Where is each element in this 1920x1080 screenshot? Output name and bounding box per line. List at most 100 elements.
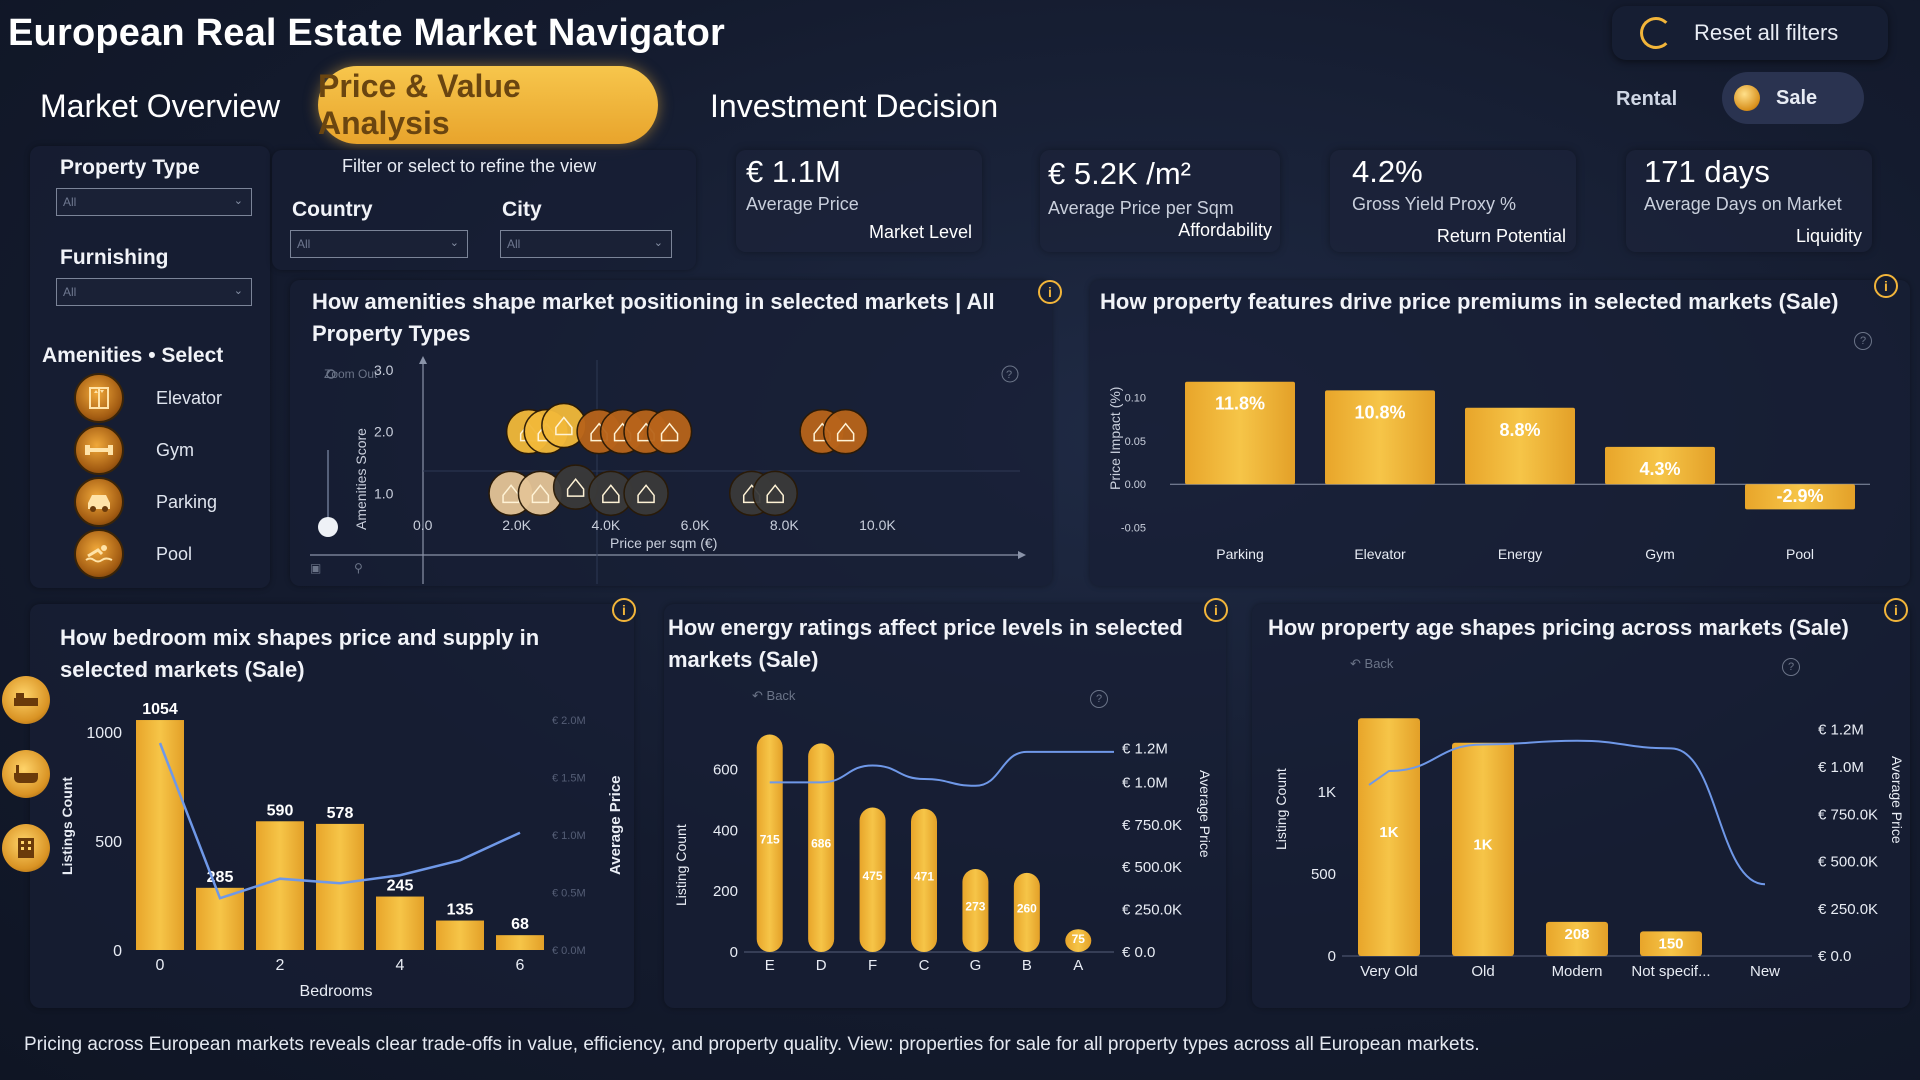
tab-investment-decision[interactable]: Investment Decision bbox=[710, 88, 999, 124]
data-label: 1K bbox=[1379, 824, 1398, 841]
house-icon bbox=[836, 422, 855, 442]
x-tick-label: Energy bbox=[1498, 546, 1542, 562]
amenities-scatter-chart[interactable]: Zoom Out ? ▣ ⚲ 0.0 2.0K 4.0K 6.0K 8.0K 10.0K 1… bbox=[290, 350, 1052, 586]
y2-tick-label: € 0.5M bbox=[552, 888, 586, 900]
scatter-point bbox=[822, 408, 869, 455]
furnishing-label: Furnishing bbox=[60, 246, 169, 269]
bar bbox=[496, 935, 544, 950]
x-tick-label: D bbox=[816, 957, 827, 974]
y-tick-label: 0.05 bbox=[1125, 436, 1146, 448]
location-filter-panel: Filter or select to refine the view Coun… bbox=[272, 150, 696, 270]
data-label: 75 bbox=[1072, 932, 1086, 946]
kpi-card-days-on-market: 171 days Average Days on Market Liquidit… bbox=[1626, 150, 1872, 252]
building-icon[interactable] bbox=[2, 824, 50, 872]
x-tick-label: Modern bbox=[1552, 963, 1603, 980]
data-label: 208 bbox=[1564, 926, 1589, 943]
info-icon[interactable]: i bbox=[1874, 274, 1898, 298]
property-type-dropdown[interactable]: All ⌄ bbox=[56, 188, 252, 216]
bar bbox=[1640, 931, 1702, 956]
amenity-item-gym[interactable]: Gym bbox=[74, 424, 222, 476]
y-tick-label: 200 bbox=[713, 883, 738, 900]
info-icon[interactable]: i bbox=[1204, 598, 1228, 622]
chevron-down-icon: ⌄ bbox=[653, 237, 663, 249]
x-tick-label: E bbox=[765, 957, 775, 974]
kpi-value: 4.2% bbox=[1352, 154, 1423, 189]
energy-rating-chart[interactable]: 0 200 400 600 € 0.0 € 250.0K € 500.0K € 750.0K €… bbox=[664, 710, 1226, 1008]
features-premium-chart[interactable]: 0.10 0.05 0.00 -0.05 Price Impact (%) 11.8% Pa… bbox=[1090, 350, 1910, 586]
data-label: -2.9% bbox=[1776, 486, 1823, 506]
help-icon[interactable]: ? bbox=[1090, 690, 1108, 708]
property-age-chart[interactable]: 0 500 1K € 0.0 € 250.0K € 500.0K € 750.0K € 1.0… bbox=[1252, 680, 1910, 1008]
bar bbox=[136, 720, 184, 950]
data-label: 8.8% bbox=[1499, 420, 1540, 440]
x-tick-label: G bbox=[970, 957, 982, 974]
amenity-item-pool[interactable]: Pool bbox=[74, 528, 222, 580]
bath-icon[interactable] bbox=[2, 750, 50, 798]
chevron-down-icon: ⌄ bbox=[233, 285, 243, 297]
scatter-point bbox=[752, 470, 798, 517]
reset-icon bbox=[1640, 17, 1672, 49]
amenity-item-parking[interactable]: Parking bbox=[74, 476, 222, 528]
data-label: 245 bbox=[387, 878, 414, 895]
kpi-label: Gross Yield Proxy % bbox=[1352, 194, 1517, 214]
y2-axis-label: Average Price bbox=[607, 775, 624, 875]
furnishing-value: All bbox=[63, 285, 77, 299]
pin-icon: ⚲ bbox=[354, 561, 363, 575]
furnishing-dropdown[interactable]: All ⌄ bbox=[56, 278, 252, 306]
info-icon[interactable]: i bbox=[1884, 598, 1908, 622]
back-button[interactable]: ↶ Back bbox=[1350, 656, 1393, 672]
data-label: 68 bbox=[511, 916, 529, 933]
average-price-line bbox=[769, 750, 1114, 787]
y-tick-label: 500 bbox=[1311, 866, 1336, 883]
y2-tick-label: € 1.5M bbox=[552, 773, 586, 785]
x-tick-label: A bbox=[1073, 957, 1083, 974]
x-tick-label: Parking bbox=[1216, 546, 1263, 562]
bar bbox=[1013, 872, 1040, 952]
back-label: Back bbox=[1364, 656, 1394, 671]
y2-tick-label: € 0.0 bbox=[1122, 944, 1155, 961]
house-icon bbox=[637, 484, 655, 504]
bar bbox=[1325, 390, 1435, 485]
rental-toggle[interactable]: Rental bbox=[1616, 88, 1678, 110]
bar bbox=[1745, 484, 1855, 510]
help-icon[interactable]: ? bbox=[1782, 658, 1800, 676]
bedroom-mix-chart[interactable]: 0 500 1000 € 0.0M € 0.5M € 1.0M € 1.5M € 2.0M Li… bbox=[30, 690, 634, 1008]
y-tick-label: 0 bbox=[113, 943, 122, 960]
chart-title: How amenities shape market positioning i… bbox=[312, 289, 995, 346]
kpi-label: Average Price bbox=[746, 194, 859, 214]
tab-market-overview[interactable]: Market Overview bbox=[40, 88, 281, 124]
data-label: 590 bbox=[267, 802, 294, 819]
amenity-item-elevator[interactable]: Elevator bbox=[74, 372, 222, 424]
scatter-point bbox=[646, 408, 693, 455]
x-tick-label: 6.0K bbox=[681, 517, 710, 533]
x-tick-label: F bbox=[868, 957, 877, 974]
country-dropdown[interactable]: All ⌄ bbox=[290, 230, 468, 258]
y2-tick-label: € 1.2M bbox=[1818, 721, 1864, 738]
car-icon bbox=[74, 477, 124, 527]
bar bbox=[1546, 921, 1608, 956]
info-icon[interactable]: i bbox=[612, 598, 636, 622]
y2-tick-label: € 0.0M bbox=[552, 945, 586, 957]
y-tick-label: 0.10 bbox=[1125, 392, 1146, 404]
reset-filters-button[interactable]: Reset all filters bbox=[1612, 6, 1888, 60]
chart-title: How bedroom mix shapes price and supply … bbox=[60, 625, 540, 682]
y-axis-label: Listing Count bbox=[1273, 768, 1289, 850]
help-icon[interactable]: ? bbox=[1854, 332, 1872, 350]
bar bbox=[1605, 446, 1715, 485]
data-label: 11.8% bbox=[1215, 394, 1265, 414]
house-icon bbox=[555, 416, 573, 436]
bed-icon[interactable] bbox=[2, 676, 50, 724]
sale-toggle[interactable]: Sale bbox=[1722, 72, 1864, 124]
back-button[interactable]: ↶ Back bbox=[752, 688, 795, 704]
info-icon[interactable]: i bbox=[1038, 280, 1062, 304]
y-tick-label: 400 bbox=[713, 822, 738, 839]
data-label: 1K bbox=[1473, 836, 1492, 853]
camera-icon: ▣ bbox=[310, 561, 321, 575]
city-dropdown[interactable]: All ⌄ bbox=[500, 230, 672, 258]
x-tick-label: C bbox=[919, 957, 930, 974]
y-axis-label: Listing Count bbox=[673, 824, 689, 906]
bar bbox=[859, 807, 886, 952]
y2-tick-label: € 500.0K bbox=[1122, 859, 1182, 876]
left-slicer-panel: Property Type All ⌄ Furnishing All ⌄ Ame… bbox=[30, 146, 270, 588]
tab-price-value-analysis[interactable]: Price & Value Analysis bbox=[318, 66, 658, 144]
